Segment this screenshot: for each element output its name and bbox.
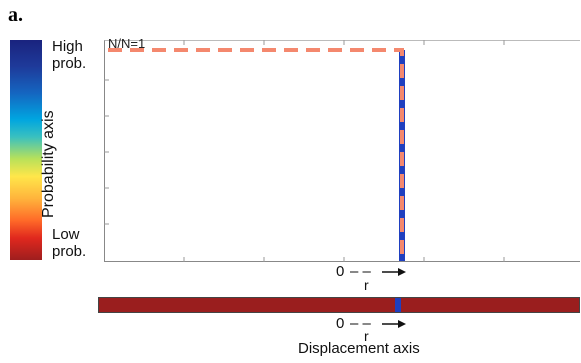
plot-axis-r-dash: – – — [350, 263, 371, 280]
colorbar-high-line1: High — [52, 38, 83, 55]
displacement-bar — [98, 297, 580, 313]
probability-colorbar — [10, 40, 42, 260]
colorbar-low-line1: Low — [52, 226, 80, 243]
plot-axis-r: r — [364, 277, 369, 293]
displacement-spike — [395, 298, 401, 312]
panel-letter: a. — [8, 4, 23, 26]
colorbar-low-line2: prob. — [52, 243, 87, 260]
plot-frame — [104, 40, 580, 262]
colorbar-high-line2: prob. — [52, 55, 87, 72]
plot-axis-origin: 0 — [336, 263, 345, 280]
plot-ticks — [104, 40, 505, 262]
colorbar-low-label: Low prob. — [52, 226, 86, 260]
bar-axis-r-dash: – – — [350, 315, 371, 332]
colorbar-high-label: High prob. — [52, 38, 86, 72]
plot-annotation: N/N=1 — [108, 36, 146, 51]
bar-axis-r: r — [364, 328, 369, 344]
dashed-step-line — [108, 48, 404, 261]
bar-axis-origin: 0 — [336, 315, 345, 332]
displacement-axis-label: Displacement axis — [298, 340, 420, 357]
